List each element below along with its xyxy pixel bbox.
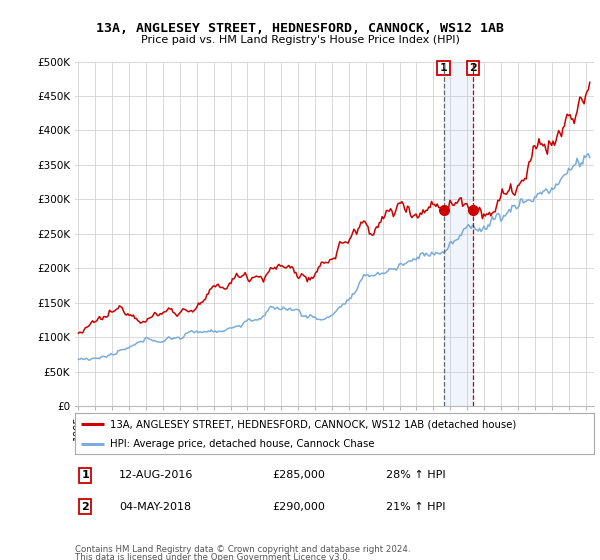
Text: Contains HM Land Registry data © Crown copyright and database right 2024.: Contains HM Land Registry data © Crown c…: [75, 545, 410, 554]
Text: 2: 2: [469, 63, 477, 73]
Text: 2: 2: [81, 502, 89, 512]
Text: 12-AUG-2016: 12-AUG-2016: [119, 470, 193, 480]
Text: 21% ↑ HPI: 21% ↑ HPI: [386, 502, 446, 512]
Text: £290,000: £290,000: [272, 502, 325, 512]
Text: HPI: Average price, detached house, Cannock Chase: HPI: Average price, detached house, Cann…: [110, 439, 375, 449]
Text: 28% ↑ HPI: 28% ↑ HPI: [386, 470, 446, 480]
Text: 1: 1: [81, 470, 89, 480]
Text: This data is licensed under the Open Government Licence v3.0.: This data is licensed under the Open Gov…: [75, 553, 350, 560]
Bar: [444, 62, 473, 406]
Text: 1: 1: [440, 63, 448, 73]
Text: 04-MAY-2018: 04-MAY-2018: [119, 502, 191, 512]
Text: £285,000: £285,000: [272, 470, 325, 480]
Text: Price paid vs. HM Land Registry's House Price Index (HPI): Price paid vs. HM Land Registry's House …: [140, 35, 460, 45]
Text: 13A, ANGLESEY STREET, HEDNESFORD, CANNOCK, WS12 1AB (detached house): 13A, ANGLESEY STREET, HEDNESFORD, CANNOC…: [110, 419, 517, 429]
Text: 13A, ANGLESEY STREET, HEDNESFORD, CANNOCK, WS12 1AB: 13A, ANGLESEY STREET, HEDNESFORD, CANNOC…: [96, 22, 504, 35]
